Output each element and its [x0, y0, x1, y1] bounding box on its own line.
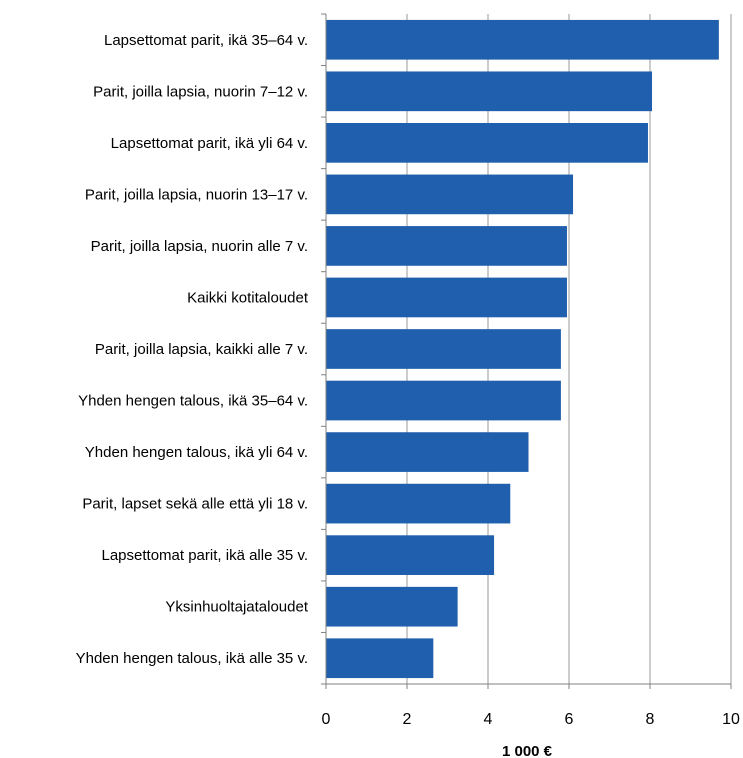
bars	[326, 19, 719, 679]
bar	[326, 380, 561, 421]
category-label: Yhden hengen talous, ikä alle 35 v.	[76, 650, 308, 667]
category-label: Yhden hengen talous, ikä 35–64 v.	[78, 393, 308, 410]
bar	[326, 277, 567, 318]
x-tick-label: 4	[484, 711, 493, 728]
x-tick-label: 8	[646, 711, 655, 728]
bar	[326, 483, 511, 524]
bar	[326, 71, 653, 112]
category-label: Yhden hengen talous, ikä yli 64 v.	[85, 444, 308, 461]
bar	[326, 123, 648, 163]
category-label: Lapsettomat parit, ikä 35–64 v.	[104, 32, 308, 49]
x-tick-label: 10	[722, 711, 740, 728]
x-tick-labels: 0 2 4 6 8 10	[322, 711, 740, 728]
category-label: Lapsettomat parit, ikä alle 35 v.	[102, 547, 309, 564]
bar	[326, 19, 719, 60]
bar	[326, 638, 434, 679]
x-tick-label: 0	[322, 711, 331, 728]
bar	[326, 329, 561, 369]
x-tick-label: 2	[403, 711, 412, 728]
x-axis-title: 1 000 €	[502, 743, 553, 758]
category-label: Kaikki kotitaloudet	[187, 289, 309, 306]
category-label: Parit, joilla lapsia, nuorin 13–17 v.	[85, 186, 308, 203]
bar	[326, 174, 574, 215]
category-label: Parit, joilla lapsia, nuorin alle 7 v.	[91, 238, 308, 255]
bar	[326, 586, 458, 627]
category-label: Lapsettomat parit, ikä yli 64 v.	[111, 135, 308, 152]
bar	[326, 432, 529, 472]
category-label: Parit, joilla lapsia, nuorin 7–12 v.	[93, 83, 308, 100]
category-label: Parit, joilla lapsia, kaikki alle 7 v.	[95, 341, 308, 358]
bar	[326, 535, 495, 575]
axes	[321, 13, 732, 689]
category-label: Yksinhuoltajataloudet	[165, 599, 308, 616]
category-label: Parit, lapset sekä alle että yli 18 v.	[82, 496, 308, 513]
bar	[326, 226, 567, 266]
x-tick-label: 6	[565, 711, 574, 728]
category-labels: Lapsettomat parit, ikä 35–64 v. Parit, jo…	[76, 32, 309, 667]
